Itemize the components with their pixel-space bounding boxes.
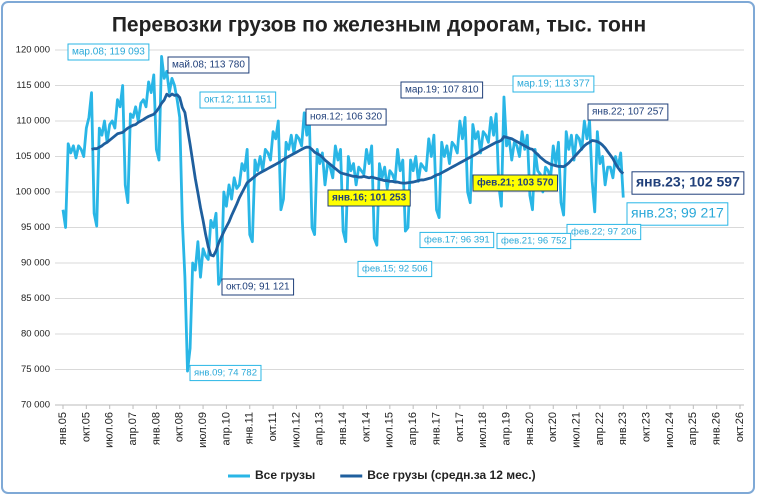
- y-tick-label: 80 000: [21, 329, 50, 340]
- y-tick-label: 100 000: [16, 187, 50, 198]
- annotation-text: фев.17; 96 391: [424, 235, 490, 246]
- annotation: окт.12; 111 151: [199, 91, 277, 109]
- x-tick-label: окт.20: [547, 412, 559, 442]
- x-tick-label: июл.15: [384, 412, 396, 448]
- annotation-text: мар.08; 119 093: [72, 47, 145, 58]
- x-tick-label: апр.22: [594, 412, 606, 445]
- y-tick-label: 105 000: [16, 151, 50, 162]
- annotation: янв.23; 99 217: [626, 202, 729, 226]
- annotation-text: янв.09; 74 782: [194, 368, 257, 379]
- x-tick-label: июл.21: [570, 412, 582, 448]
- y-tick-label: 115 000: [16, 80, 50, 91]
- x-tick-label: окт.17: [454, 412, 466, 442]
- x-tick-label: апр.07: [127, 412, 139, 445]
- annotation-text: фев.21; 96 752: [501, 236, 567, 247]
- annotation-box: [496, 232, 572, 250]
- x-tick-label: апр.19: [500, 412, 512, 445]
- x-tick-label: июл.18: [477, 412, 489, 448]
- data-line: [61, 55, 625, 373]
- annotation-text: мар.19; 113 377: [517, 79, 590, 90]
- legend-label: Все грузы: [255, 468, 315, 482]
- annotation-box: [400, 81, 484, 99]
- annotation-box: [199, 91, 277, 109]
- x-tick-label: окт.23: [641, 412, 653, 442]
- annotation-box: [167, 56, 250, 74]
- annotation: мар.08; 119 093: [67, 43, 150, 61]
- legend-label: Все грузы (средн.за 12 мес.): [367, 468, 535, 482]
- annotation-text: янв.22; 107 257: [592, 107, 664, 118]
- y-tick-label: 110 000: [16, 116, 50, 127]
- annotation-box: [357, 260, 433, 278]
- x-tick-label: июл.09: [197, 412, 209, 448]
- x-tick-label: июл.24: [664, 412, 676, 448]
- annotation: окт.09; 91 121: [221, 278, 295, 296]
- annotation-box: [327, 189, 411, 207]
- annotation: фев.21; 103 570: [472, 174, 558, 192]
- annotation-text: фев.21; 103 570: [477, 177, 554, 189]
- annotation-text: янв.23; 102 597: [636, 174, 740, 190]
- y-tick-label: 120 000: [16, 45, 50, 56]
- x-tick-label: апр.25: [687, 412, 699, 445]
- annotation-box: [189, 364, 262, 382]
- x-tick-label: янв.23: [617, 412, 629, 445]
- annotation-box: [631, 171, 745, 195]
- annotation-box: [472, 174, 558, 192]
- x-tick-label: окт.14: [360, 412, 372, 442]
- annotation-text: май.08; 113 780: [172, 60, 245, 71]
- annotation-box: [512, 75, 595, 93]
- x-tick-label: янв.14: [337, 412, 349, 445]
- x-tick-label: апр.10: [220, 412, 232, 445]
- annotation: янв.09; 74 782: [189, 364, 262, 382]
- x-tick-label: янв.20: [524, 412, 536, 445]
- y-tick-label: 70 000: [21, 400, 50, 411]
- annotation: янв.22; 107 257: [587, 103, 669, 121]
- x-tick-label: апр.13: [314, 412, 326, 445]
- annotation-box: [566, 223, 642, 241]
- annotation-box: [419, 231, 495, 249]
- annotation-box: [626, 202, 729, 226]
- annotation-box: [305, 108, 387, 126]
- y-tick-label: 90 000: [21, 258, 50, 269]
- x-tick-label: янв.05: [57, 412, 69, 445]
- x-tick-label: окт.11: [267, 412, 279, 441]
- annotation-text: фев.22; 97 206: [571, 227, 637, 238]
- x-tick-label: янв.26: [711, 412, 723, 445]
- annotation: фев.15; 92 506: [357, 260, 433, 278]
- annotation: фев.22; 97 206: [566, 223, 642, 241]
- annotation: ноя.12; 106 320: [305, 108, 387, 126]
- y-tick-label: 85 000: [21, 293, 50, 304]
- annotation-text: янв.16; 101 253: [332, 193, 407, 204]
- annotation: фев.21; 96 752: [496, 232, 572, 250]
- annotation: мар.19; 107 810: [400, 81, 484, 99]
- annotation: фев.17; 96 391: [419, 231, 495, 249]
- annotation: май.08; 113 780: [167, 56, 250, 74]
- annotation-box: [221, 278, 295, 296]
- annotation-text: фев.15; 92 506: [362, 264, 428, 275]
- annotation: янв.23; 102 597: [631, 171, 745, 195]
- annotation-text: ноя.12; 106 320: [310, 112, 383, 123]
- x-tick-label: апр.16: [407, 412, 419, 445]
- x-tick-label: янв.08: [150, 412, 162, 445]
- data-line: [91, 92, 625, 258]
- x-tick-label: июл.12: [290, 412, 302, 448]
- annotation-text: мар.19; 107 810: [405, 85, 479, 96]
- x-tick-label: окт.26: [734, 412, 746, 442]
- y-tick-label: 95 000: [21, 222, 50, 233]
- annotation-text: окт.09; 91 121: [226, 282, 290, 293]
- x-tick-label: окт.05: [80, 412, 92, 442]
- y-tick-label: 75 000: [21, 364, 50, 375]
- x-tick-label: янв.17: [430, 412, 442, 445]
- annotation: мар.19; 113 377: [512, 75, 595, 93]
- x-tick-label: июл.06: [104, 412, 116, 448]
- annotation-box: [67, 43, 150, 61]
- annotation-text: окт.12; 111 151: [204, 95, 272, 106]
- annotation-text: янв.23; 99 217: [631, 205, 724, 221]
- x-tick-label: окт.08: [174, 412, 186, 442]
- annotation-box: [587, 103, 669, 121]
- chart-title: Перевозки грузов по железным дорогам, ты…: [112, 14, 646, 37]
- x-tick-label: янв.11: [244, 412, 256, 444]
- annotation: янв.16; 101 253: [327, 189, 411, 207]
